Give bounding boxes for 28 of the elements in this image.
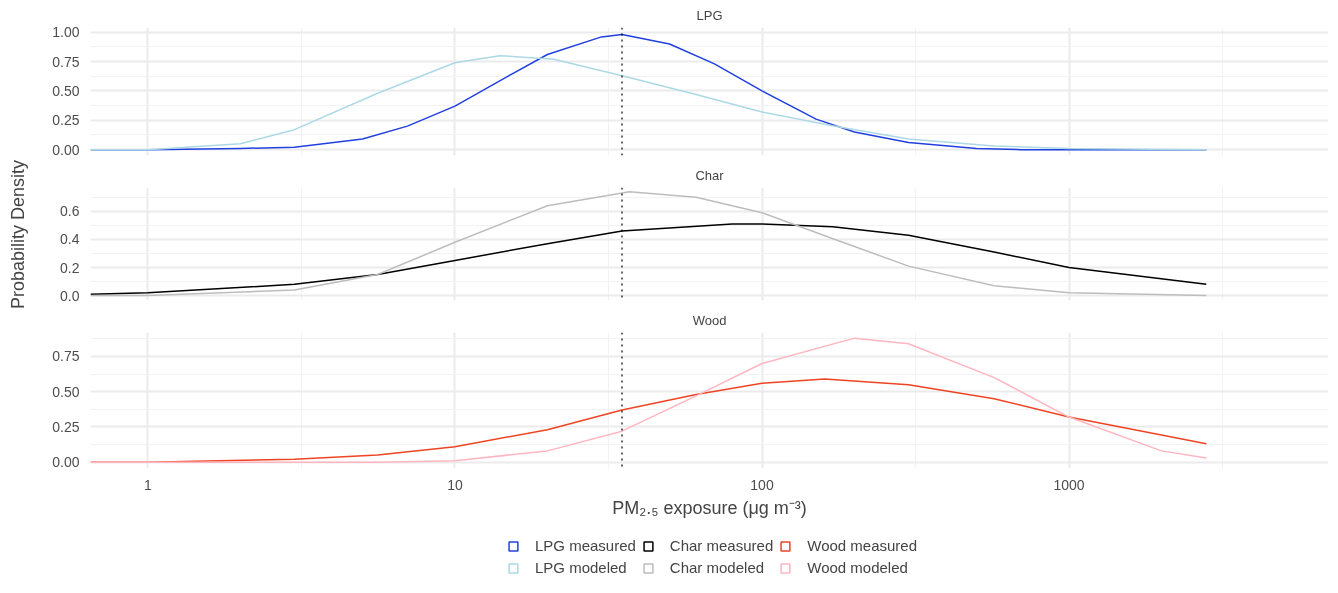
legend-label: Wood modeled: [807, 559, 908, 576]
y-tick-label: 0.25: [52, 112, 80, 129]
chart-title: Char: [695, 167, 725, 183]
y-tick-label: 0.50: [52, 383, 80, 400]
legend-label: LPG modeled: [534, 559, 627, 576]
y-tick-label: 0.2: [60, 259, 80, 276]
y-tick-label: 0.0: [60, 287, 80, 304]
chart-title: Wood: [692, 312, 727, 328]
y-tick-label: 0.75: [52, 53, 80, 70]
y-tick-label: 1.00: [52, 24, 80, 41]
chart-title: LPG: [696, 7, 723, 23]
legend-label: LPG measured: [534, 537, 636, 554]
x-tick-label: 100: [750, 476, 774, 493]
legend-label: Wood measured: [807, 537, 918, 554]
legend-label: Char modeled: [669, 559, 765, 576]
y-tick-label: 0.25: [52, 418, 80, 435]
y-tick-label: 0.75: [52, 348, 80, 365]
x-axis-title: PM₂.₅ exposure (μg m⁻³): [612, 497, 807, 518]
y-tick-label: 0.4: [60, 231, 80, 248]
x-tick-label: 1: [144, 476, 153, 493]
y-tick-label: 0.50: [52, 82, 80, 99]
y-tick-label: 0.00: [52, 454, 80, 471]
x-tick-label: 10: [447, 476, 463, 493]
y-axis-title: Probability Density: [8, 159, 28, 310]
y-tick-label: 0.00: [52, 141, 80, 158]
x-tick-label: 1000: [1053, 476, 1085, 493]
y-tick-label: 0.6: [60, 203, 80, 220]
legend-label: Char measured: [669, 537, 774, 554]
